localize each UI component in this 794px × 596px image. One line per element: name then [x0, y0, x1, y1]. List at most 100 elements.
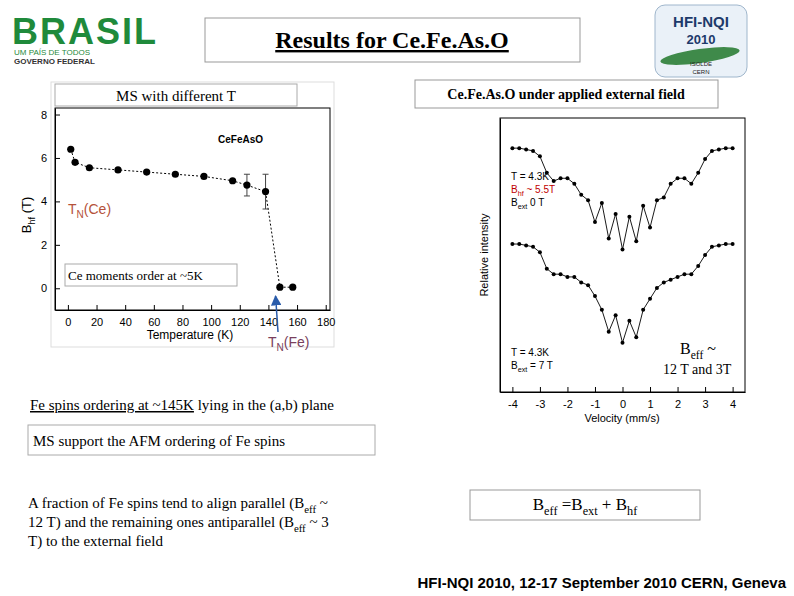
error-cap	[263, 209, 269, 210]
tick: 140	[260, 305, 278, 328]
text-run: Fe spins ordering at ~145K	[30, 397, 194, 413]
data-point	[262, 188, 269, 195]
data-point	[710, 149, 714, 153]
text-run: eff	[544, 504, 558, 518]
tick: 2	[675, 387, 681, 410]
logo-text: BRASIL	[12, 11, 158, 52]
tick-mark	[623, 387, 624, 392]
error-cap	[244, 195, 250, 196]
text-run: (T)	[19, 197, 34, 217]
tick-mark	[650, 387, 651, 392]
tick-label: 60	[148, 316, 160, 328]
tick: 160	[288, 305, 306, 328]
data-point	[86, 164, 93, 171]
text-run: T = 4.3K	[511, 171, 549, 182]
tick-label: 0	[65, 316, 71, 328]
data-point	[682, 272, 686, 276]
tick-mark	[68, 305, 69, 310]
logo-text: HFI-NQI	[673, 13, 729, 30]
error-bar	[263, 174, 269, 209]
tick: 180	[317, 305, 335, 328]
annotation: T = 4.3K	[511, 347, 549, 358]
title-box	[205, 18, 580, 62]
equation: Beff =Bext + Bhf	[533, 495, 638, 518]
annotation: Bhf ~ 5.5T	[511, 184, 555, 198]
data-point	[67, 146, 74, 153]
plot-frame	[55, 108, 330, 310]
tick: 20	[91, 305, 103, 328]
data-point	[627, 319, 631, 323]
tick-label: 180	[317, 316, 335, 328]
tick: 80	[177, 305, 189, 328]
text-run: eff	[304, 503, 316, 515]
tick: 0	[65, 305, 71, 328]
data-point	[669, 278, 673, 282]
logo-shape	[659, 44, 740, 69]
data-point	[676, 275, 680, 279]
tick-mark	[55, 288, 60, 289]
logo-text: CERN	[692, 69, 709, 75]
text-run: T) to the external field	[28, 533, 163, 550]
data-point	[724, 242, 728, 246]
slide: BRASILUM PAÍS DE TODOSGOVERNO FEDERAL HFI…	[0, 0, 794, 596]
plot-marks	[67, 146, 296, 291]
tick: -2	[563, 387, 573, 410]
data-point	[614, 212, 618, 216]
text-run: ~ 5.5T	[524, 184, 555, 195]
data-point	[517, 146, 521, 150]
text-run: N	[77, 209, 84, 220]
tick-label: -4	[508, 398, 518, 410]
data-point	[593, 220, 597, 224]
text-run: 0 T	[527, 197, 544, 208]
data-point	[641, 308, 645, 312]
tick-label: 6	[41, 152, 47, 164]
tick-mark	[97, 305, 98, 310]
data-point	[572, 182, 576, 186]
annotation: Bext 0 T	[511, 197, 544, 211]
chart-title-box	[55, 84, 297, 106]
tick-mark	[154, 305, 155, 310]
text-run: ext	[583, 504, 599, 518]
logo-left: BRASILUM PAÍS DE TODOSGOVERNO FEDERAL	[12, 11, 158, 66]
text-run: eff	[691, 349, 704, 361]
tick-mark	[678, 387, 679, 392]
series-line	[512, 148, 732, 249]
tick-label: 160	[288, 316, 306, 328]
x-axis-title: Velocity (mm/s)	[584, 412, 659, 424]
data-point	[607, 330, 611, 334]
tick-label: -2	[563, 398, 573, 410]
tick-mark	[125, 305, 126, 310]
paragraph-line: A fraction of Fe spins tend to align par…	[28, 495, 328, 515]
chart-title-box	[415, 80, 718, 108]
error-cap	[244, 174, 250, 175]
data-point	[559, 272, 563, 276]
data-point	[710, 245, 714, 249]
data-point	[510, 242, 514, 246]
tick: 40	[120, 305, 132, 328]
data-point	[531, 149, 535, 153]
tick: -1	[591, 387, 601, 410]
paragraph-line: T) to the external field	[28, 533, 163, 550]
annotation: Bext = 7 T	[511, 360, 553, 374]
text-run: Ce moments order at ~5K	[68, 268, 203, 283]
data-point	[586, 283, 590, 287]
data-point	[565, 275, 569, 279]
tick-label: -3	[536, 398, 546, 410]
tick-label: 140	[260, 316, 278, 328]
tick-label: 3	[703, 398, 709, 410]
tick-label: 80	[177, 316, 189, 328]
axis-line	[55, 109, 56, 311]
data-point	[565, 176, 569, 180]
data-point	[634, 335, 638, 339]
data-point	[621, 341, 625, 345]
tick-mark	[240, 305, 241, 310]
text-run: 12 T) and the remaining ones antiparalle…	[28, 514, 294, 531]
text-run: lying in the (a,b) plane	[194, 397, 334, 414]
paragraph-line: 12 T) and the remaining ones antiparalle…	[28, 514, 329, 534]
data-point	[627, 215, 631, 219]
text-run: = 7 T	[527, 360, 553, 371]
data-point	[71, 159, 78, 166]
data-point	[689, 182, 693, 186]
data-point	[648, 226, 652, 230]
text-run: ext	[518, 202, 528, 211]
